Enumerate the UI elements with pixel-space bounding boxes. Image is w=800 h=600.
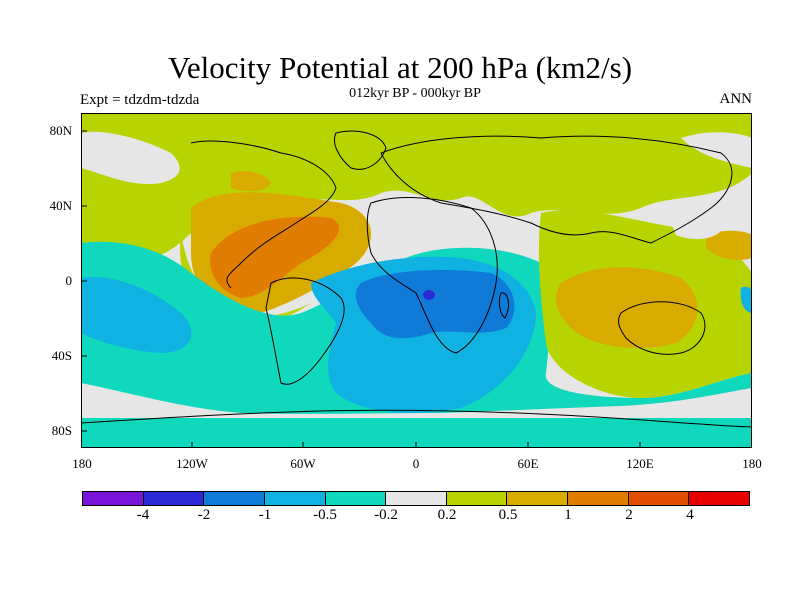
- season-label: ANN: [719, 91, 753, 107]
- lon-label: 60W: [290, 456, 316, 471]
- coastlines: [81, 130, 752, 428]
- colorbar-swatch: [325, 492, 387, 505]
- colorbar-label: -0.5: [313, 507, 337, 523]
- colorbar-label: 1: [564, 507, 572, 523]
- colorbar-label: -1: [258, 507, 272, 523]
- colorbar-swatch: [386, 492, 447, 505]
- positive-core-indopacific: [555, 267, 698, 348]
- colorbar-label: 4: [686, 507, 694, 523]
- coast-eurasia: [380, 135, 733, 244]
- plot-title: Velocity Potential at 200 hPa (km2/s): [167, 50, 633, 85]
- experiment-label: Expt = tdzdm-tdzda: [80, 92, 200, 108]
- negative-core-africa: [355, 270, 515, 339]
- map-canvas: [81, 113, 752, 448]
- lon-label: 180: [742, 456, 762, 471]
- colorbar-label: -4: [136, 507, 150, 523]
- positive-patch-pacific: [706, 230, 752, 260]
- lat-label: 80S: [51, 423, 72, 438]
- colorbar: [82, 491, 750, 506]
- colorbar-label: 2: [625, 507, 633, 523]
- lat-label: 80N: [49, 123, 72, 138]
- colorbar-swatch: [507, 492, 569, 505]
- colorbar-swatch: [264, 492, 326, 505]
- colorbar-label: 0.2: [437, 507, 457, 523]
- map-frame: [81, 113, 752, 448]
- colorbar-label: 0.5: [498, 507, 518, 523]
- lat-label: 0: [65, 273, 73, 288]
- neutral-arctic: [81, 131, 180, 185]
- colorbar-swatch: [143, 492, 205, 505]
- lon-label: 120E: [626, 456, 654, 471]
- lon-label: 120W: [176, 456, 208, 471]
- coast-africa: [366, 197, 498, 354]
- positive-nw-patch: [231, 171, 271, 192]
- coast-south-america: [265, 277, 345, 385]
- coast-australia: [618, 301, 706, 355]
- colorbar-swatch: [689, 492, 750, 505]
- colorbar-swatch: [83, 492, 144, 505]
- colorbar-swatch: [204, 492, 265, 505]
- lon-label: 0: [412, 456, 420, 471]
- lat-label: 40N: [49, 198, 72, 213]
- neutral-arctic-east: [681, 132, 752, 168]
- coast-madagascar: [498, 292, 509, 319]
- plot-subtitle: 012kyr BP - 000kyr BP: [349, 86, 481, 101]
- coast-north-america: [190, 140, 337, 289]
- map-panel: [81, 113, 752, 448]
- lon-label: 60E: [517, 456, 539, 471]
- lon-label: 180: [72, 456, 92, 471]
- colorbar-label: -2: [197, 507, 211, 523]
- positive-region-north: [81, 113, 752, 260]
- colorbar-label: -0.2: [374, 507, 398, 523]
- coast-greenland: [334, 130, 387, 170]
- colorbar-swatch: [568, 492, 629, 505]
- negative-patch-eastedge: [740, 286, 752, 313]
- lat-label: 40S: [51, 348, 72, 363]
- negative-region-pacific: [81, 277, 192, 353]
- negative-min-africa: [423, 290, 435, 300]
- positive-core-atlantic: [210, 216, 340, 298]
- colorbar-swatch: [446, 492, 508, 505]
- coast-antarctica: [81, 409, 752, 428]
- neutral-southern-band: [81, 383, 752, 418]
- colorbar-swatch: [628, 492, 690, 505]
